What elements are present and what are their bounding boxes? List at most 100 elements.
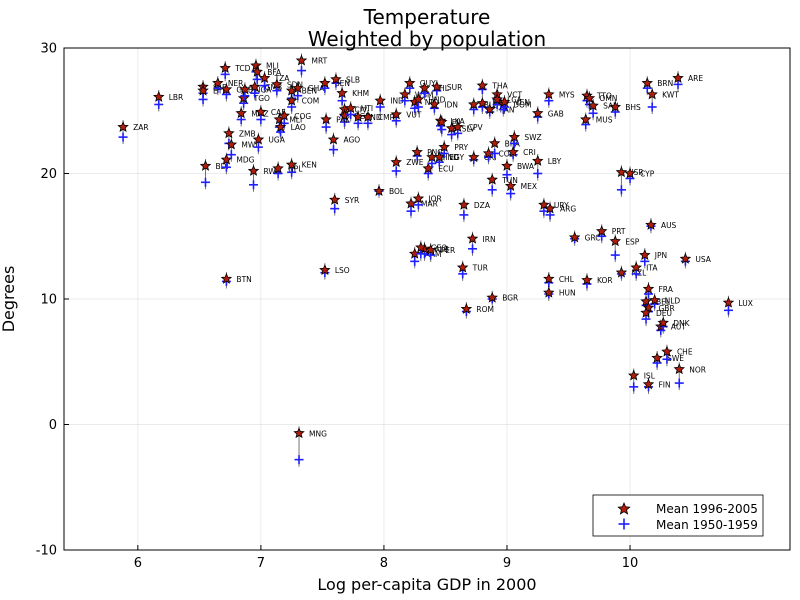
point-label: KOR [597, 276, 613, 285]
point-label: ISL [644, 372, 656, 381]
point-label: BEL [656, 298, 671, 307]
data-point: FRA [642, 281, 674, 301]
point-star [152, 90, 165, 102]
data-point: TUR [456, 260, 488, 281]
point-label: BEN [302, 87, 318, 96]
point-label: TUN [501, 176, 518, 185]
point-star [408, 247, 421, 259]
point-label: TCD [234, 64, 250, 73]
data-point: MWI [225, 137, 257, 162]
data-point: KOR [581, 273, 613, 291]
point-label: CPV [468, 123, 484, 132]
point-star [615, 166, 628, 178]
point-star [405, 197, 417, 209]
point-label: VEN [515, 98, 530, 107]
point-star [418, 82, 431, 94]
point-star [412, 93, 425, 105]
data-point: DNK [657, 315, 691, 334]
point-label: IRN [483, 235, 496, 244]
data-point: AUS [645, 217, 677, 234]
point-label: ISR [631, 168, 643, 177]
point-label: CAF [271, 108, 286, 117]
data-point: PNG [411, 145, 443, 163]
point-star [327, 133, 340, 145]
data-point: ISL [627, 368, 656, 394]
data-point: LCA [491, 92, 523, 112]
point-label: PER [441, 246, 455, 255]
data-point: LBY [531, 153, 562, 181]
point-star [336, 87, 348, 99]
data-point: MEX [504, 179, 537, 201]
point-label: BOL [389, 187, 405, 196]
point-label: CYP [640, 170, 655, 179]
point-star [272, 162, 284, 174]
data-point: HUN [543, 285, 576, 301]
point-star [271, 78, 283, 90]
data-point: KHM [336, 86, 369, 108]
point-star [476, 79, 489, 91]
point-label: MEX [521, 182, 537, 191]
data-point: VUT [390, 107, 422, 128]
data-point: BOL [373, 184, 405, 199]
data-point: SWZ [508, 130, 542, 151]
point-label: ROM [476, 305, 494, 314]
point-label: SWE [667, 354, 684, 363]
data-point: DEU [640, 305, 672, 327]
x-tick-label: 9 [503, 556, 511, 571]
point-star [508, 131, 521, 142]
x-axis: 6 7 8 9 10 [134, 545, 638, 571]
data-point: ZWE [390, 155, 424, 178]
data-point: HTI [344, 101, 373, 122]
data-point: PER [424, 243, 455, 263]
point-star [248, 80, 261, 92]
point-star [404, 77, 416, 89]
point-star [581, 274, 593, 286]
data-point: MDG [220, 152, 255, 175]
data-point: MNG [293, 426, 327, 467]
point-star [460, 302, 473, 314]
y-tick-label: 20 [40, 167, 57, 182]
point-star [197, 84, 209, 96]
point-label: URY [554, 201, 569, 210]
point-label: TZA [274, 74, 291, 83]
point-star [609, 100, 622, 112]
point-star [543, 272, 555, 284]
point-label: LSO [335, 266, 350, 275]
data-point: FIN [642, 377, 671, 394]
point-star [609, 235, 622, 247]
legend-label-1950-1959: Mean 1950-1959 [656, 518, 758, 532]
data-point: NOR [673, 362, 706, 391]
legend-box [592, 494, 764, 537]
point-star [274, 121, 287, 132]
point-star [544, 202, 556, 214]
point-label: SDN [287, 80, 303, 89]
x-axis-label: Log per-capita GDP in 2000 [317, 575, 536, 594]
point-label: ZWE [406, 158, 424, 167]
point-label: BWA [517, 162, 535, 171]
point-label: MUS [596, 116, 613, 125]
legend-label-1996-2005: Mean 1996-2005 [656, 502, 758, 516]
data-point: KWT [646, 87, 679, 114]
point-label: ESP [625, 237, 639, 246]
point-star [645, 218, 657, 230]
point-label: HUN [559, 289, 576, 298]
point-star [293, 427, 305, 439]
point-label: CMR [378, 113, 395, 122]
data-point: KEN [285, 157, 317, 180]
data-point: GEO [415, 240, 447, 261]
point-star [639, 249, 651, 260]
point-star [220, 153, 233, 165]
point-star [673, 363, 686, 375]
data-point: LAO [274, 120, 306, 140]
data-point: MAR [405, 196, 438, 219]
point-star [239, 83, 251, 95]
point-label: NPL [288, 164, 303, 173]
y-tick-label: 30 [40, 42, 57, 57]
data-point: LUX [722, 295, 753, 318]
point-star [251, 65, 263, 77]
point-star [390, 108, 402, 120]
point-label: BLZ [484, 100, 498, 109]
point-star [543, 286, 555, 298]
point-label: JOR [427, 195, 441, 204]
data-point: GRC [568, 230, 601, 246]
